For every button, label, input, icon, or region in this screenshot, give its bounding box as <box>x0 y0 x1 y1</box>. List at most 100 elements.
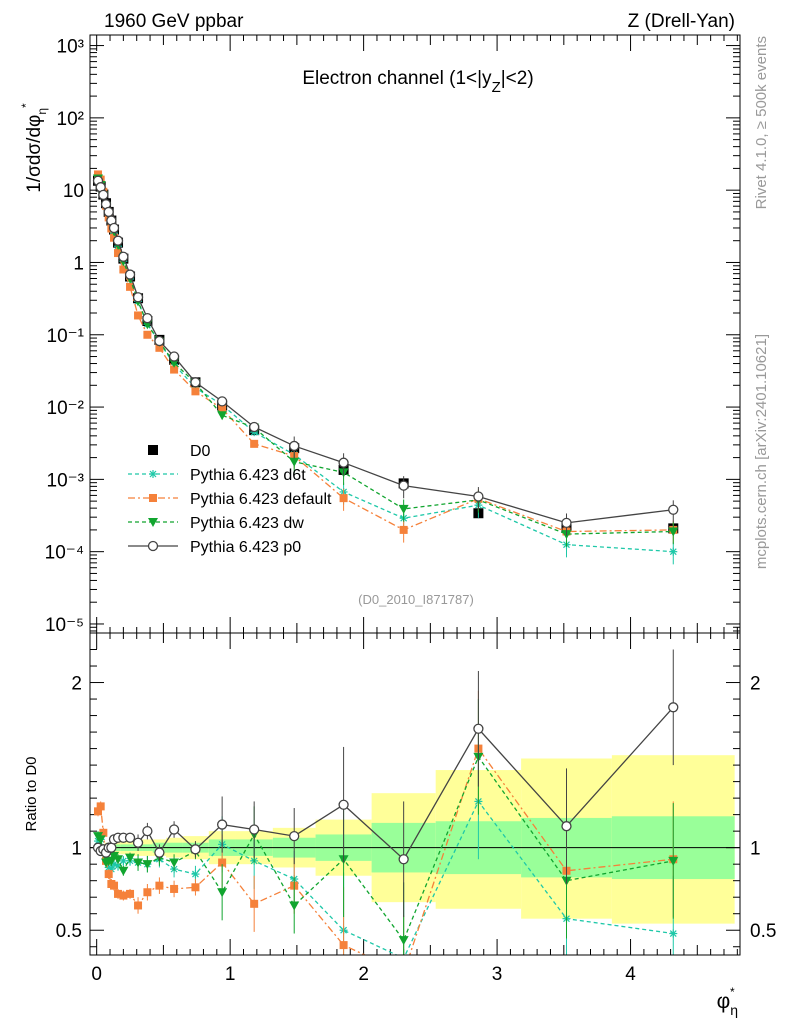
ratio-point-default <box>170 884 179 893</box>
ratio-point-dw <box>125 853 136 863</box>
y-tick-label: 10⁻² <box>47 398 85 419</box>
legend-marker-p0 <box>147 540 159 552</box>
ratio-point-d6t <box>669 929 678 938</box>
point-p0 <box>561 517 572 529</box>
ratio-point-default <box>104 870 113 879</box>
y-tick-label: 10³ <box>57 37 84 58</box>
point-dw <box>398 504 409 514</box>
main-title: Electron channel (1<|yZ|<2) <box>302 68 533 96</box>
point-p0 <box>132 292 144 303</box>
ratio-point-p0 <box>398 854 409 865</box>
ratio-point-dw <box>142 860 153 870</box>
point-p0 <box>118 251 129 262</box>
legend-marker-d6t-arm <box>149 470 157 478</box>
point-dw <box>668 527 679 537</box>
ratio-point-p0 <box>132 837 144 848</box>
ratio-y-tick-label-right: 0.5 <box>750 921 776 942</box>
ratio-point-default <box>155 881 164 890</box>
point-default <box>218 404 227 413</box>
point-p0 <box>249 421 260 433</box>
ratio-y-tick-label: 1 <box>71 839 82 860</box>
series-line-d6t <box>97 179 674 553</box>
ratio-point-p0 <box>561 821 572 832</box>
main-panel-ticks: 10³ 10² 10 1 10⁻¹ 10⁻² 10⁻³ 10⁻⁴ 10⁻⁵ <box>45 35 740 636</box>
y-tick-label: 10⁻¹ <box>47 326 85 347</box>
ratio-point-p0 <box>168 824 180 835</box>
ratio-point-dw <box>289 901 300 911</box>
ratio-point-d6t-arm <box>105 864 113 871</box>
ratio-point-p0 <box>249 824 260 835</box>
legend-label-default: Pythia 6.423 default <box>190 491 332 508</box>
ratio-point-d6t-arm <box>669 930 677 937</box>
point-default <box>191 387 200 396</box>
y-tick-label: 1 <box>73 253 84 274</box>
legend-marker-d6t <box>149 470 157 478</box>
ratio-point-d6t-arm <box>192 870 199 878</box>
ratio-point-d6t <box>119 856 128 865</box>
ratio-point-dw <box>217 888 228 898</box>
ratio-point-p0 <box>142 826 153 837</box>
ratio-y-tick-label-right: 1 <box>750 839 761 860</box>
main-y-axis-label: 1/σdσ/dφη* <box>19 103 49 193</box>
ratio-point-dw <box>133 858 144 868</box>
legend-label-d0: D0 <box>190 443 211 460</box>
ratio-point-dw <box>118 866 129 876</box>
ratio-point-p0 <box>190 844 201 855</box>
ratio-point-p0 <box>216 819 228 830</box>
header-left: 1960 GeV ppbar <box>104 11 244 32</box>
ratio-point-p0 <box>668 702 679 713</box>
ratio-point-default <box>94 807 103 816</box>
legend-marker-dw <box>148 518 158 527</box>
point-d6t-arm <box>669 548 677 556</box>
ratio-point-default <box>126 889 135 898</box>
point-default <box>143 330 152 339</box>
ratio-point-default <box>218 858 227 867</box>
legend-marker-default <box>149 494 157 502</box>
point-p0 <box>398 480 409 491</box>
ratio-point-dw <box>95 835 106 845</box>
point-default <box>114 249 123 258</box>
legend: D0 Pythia 6.423 d6t Pythia 6.423 default Py… <box>128 443 332 556</box>
ratio-point-p0 <box>154 847 165 858</box>
point-p0 <box>112 235 124 246</box>
ratio-y-tick-label-right: 2 <box>750 674 761 695</box>
ratio-point-p0 <box>124 832 136 843</box>
ratio-point-default <box>134 901 143 910</box>
x-tick-label: 3 <box>492 964 503 985</box>
ratio-point-dw <box>668 856 679 866</box>
ratio-point-default <box>250 899 259 908</box>
ratio-point-d6t <box>191 870 200 879</box>
reference-id: (D0_2010_I871787) <box>358 592 474 607</box>
point-default <box>134 311 143 320</box>
point-p0 <box>473 491 484 502</box>
legend-marker-d0 <box>148 445 158 455</box>
point-dw <box>217 411 228 421</box>
ratio-point-default <box>339 941 348 950</box>
point-p0 <box>103 206 114 218</box>
legend-label-p0: Pythia 6.423 p0 <box>190 539 301 556</box>
ratio-panel-ticks: 0.5 0.5 1 1 2 2 0 1 2 3 4 <box>56 633 776 985</box>
rivet-label: Rivet 4.1.0, ≥ 500k events <box>753 36 770 209</box>
header-right: Z (Drell-Yan) <box>628 11 735 32</box>
x-tick-label: 2 <box>358 964 369 985</box>
x-axis-label-star: * <box>730 985 735 999</box>
ratio-panel-frame <box>89 632 741 956</box>
y-tick-label: 10 <box>63 181 84 202</box>
point-default <box>170 365 179 374</box>
ratio-point-d6t-arm <box>110 860 118 868</box>
main-panel-series <box>92 170 679 565</box>
y-tick-label: 10² <box>57 109 84 130</box>
y-tick-label: 10⁻⁴ <box>45 543 84 564</box>
ratio-point-default <box>143 888 152 897</box>
point-p0 <box>190 377 201 388</box>
point-d6t <box>669 547 678 556</box>
ratio-y-axis-label: Ratio to D0 <box>23 756 40 831</box>
x-tick-label: 4 <box>625 964 636 985</box>
ratio-point-default <box>114 889 123 898</box>
point-default <box>119 265 128 274</box>
point-default <box>94 170 103 179</box>
y-tick-label: 10⁻⁵ <box>45 615 84 636</box>
ratio-point-default <box>191 883 200 892</box>
y-tick-label: 10⁻³ <box>47 470 85 491</box>
